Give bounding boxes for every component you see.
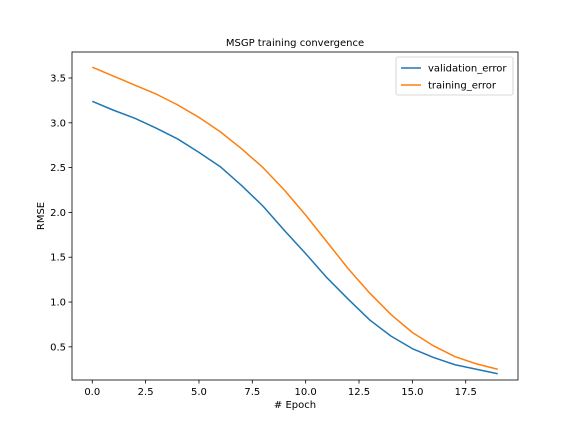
y-tick-label: 3.0 — [50, 118, 66, 129]
x-tick-label: 17.5 — [455, 387, 477, 398]
axes-frame — [71, 51, 519, 381]
x-tick-label: 10.0 — [295, 387, 317, 398]
y-tick-label: 3.5 — [50, 73, 66, 84]
x-tick-label: 0.0 — [84, 387, 100, 398]
y-axis-label: RMSE — [36, 202, 47, 230]
y-tick-label: 1.0 — [50, 298, 66, 309]
x-tick-label: 5.0 — [191, 387, 207, 398]
legend-label: validation_error — [428, 64, 507, 75]
y-tick-label: 0.5 — [50, 342, 66, 353]
chart-title: MSGP training convergence — [226, 38, 364, 49]
x-tick-label: 15.0 — [401, 387, 423, 398]
x-tick-label: 2.5 — [138, 387, 154, 398]
y-axis: 0.5 1.0 1.5 2.0 2.5 3.0 3.5 — [50, 73, 72, 353]
y-tick-label: 2.5 — [50, 163, 66, 174]
x-axis: 0.0 2.5 5.0 7.5 10.0 12.5 15.0 17.5 — [84, 380, 477, 398]
x-tick-label: 12.5 — [348, 387, 370, 398]
y-tick-label: 1.5 — [50, 253, 66, 264]
x-tick-label: 7.5 — [244, 387, 260, 398]
legend-box — [395, 56, 514, 96]
series-line-validation-error — [91, 100, 498, 375]
series-line-training-error — [91, 66, 498, 370]
legend: validation_error training_error — [395, 56, 514, 96]
y-tick-label: 2.0 — [50, 208, 66, 219]
x-axis-label: # Epoch — [274, 400, 316, 411]
series-lines — [91, 66, 498, 375]
legend-label: training_error — [428, 81, 497, 92]
